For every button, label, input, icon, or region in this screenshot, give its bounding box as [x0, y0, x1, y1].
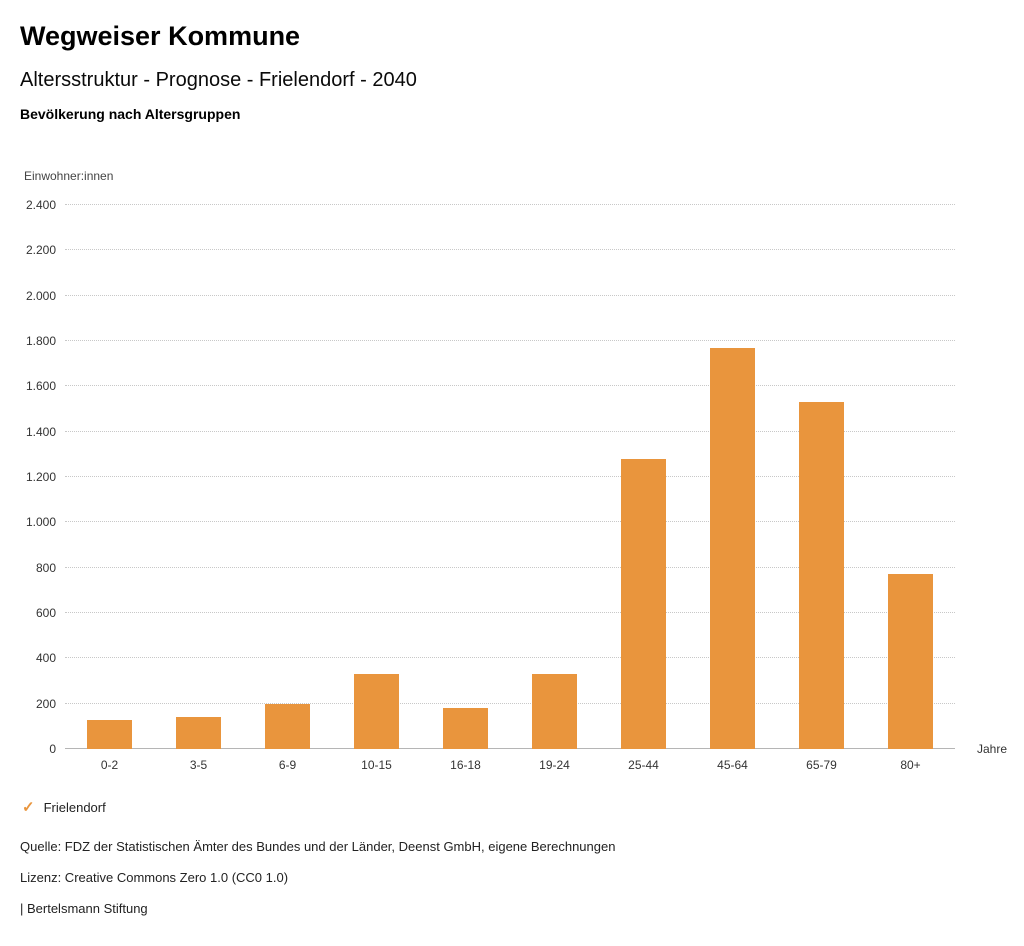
license-text: Lizenz: Creative Commons Zero 1.0 (CC0 1… — [20, 870, 289, 885]
bar-0-2[interactable] — [87, 719, 132, 749]
check-icon: ✓ — [22, 799, 35, 816]
gridline — [65, 430, 955, 432]
x-tick-label: 80+ — [900, 758, 921, 772]
bars-layer — [65, 205, 955, 749]
y-tick-label: 800 — [35, 560, 56, 575]
bar-10-15[interactable] — [354, 674, 399, 749]
bar-slot — [421, 205, 510, 749]
gridline — [65, 521, 955, 523]
bar-45-64[interactable] — [710, 347, 755, 749]
brand-title: Wegweiser Kommune — [20, 21, 301, 51]
x-tick-label: 10-15 — [361, 758, 392, 772]
gridline — [65, 340, 955, 341]
y-tick-label: 0 — [49, 742, 56, 756]
gridline — [65, 748, 955, 749]
gridline — [65, 476, 955, 477]
attribution-text: | Bertelsmann Stiftung — [20, 901, 148, 916]
x-tick-label: 3-5 — [189, 758, 208, 772]
y-tick-label: 2.000 — [25, 288, 56, 303]
bar-6-9[interactable] — [265, 703, 310, 749]
x-tick-label: 45-64 — [717, 758, 748, 772]
y-tick-label: 1.200 — [25, 470, 56, 484]
y-axis-title: Einwohner:innen — [24, 169, 114, 183]
bar-slot — [243, 205, 332, 749]
plot-area: Jahre 0 200 400 600 800 1.000 1.200 1.400 1.600 1… — [26, 198, 1007, 756]
y-tick-label: 200 — [35, 696, 56, 711]
gridline — [65, 566, 955, 568]
bar-3-5[interactable] — [176, 717, 221, 749]
y-tick-label: 1.800 — [25, 334, 56, 348]
gridline — [65, 702, 955, 704]
y-tick-label: 400 — [35, 651, 56, 666]
chart-subtitle: Bevölkerung nach Altersgruppen — [20, 106, 241, 122]
bar-slot — [332, 205, 421, 749]
bar-slot — [688, 205, 777, 749]
bar-slot — [65, 205, 154, 749]
bar-16-18[interactable] — [443, 708, 488, 749]
x-tick-label: 0-2 — [100, 758, 119, 772]
chart-title: Altersstruktur - Prognose - Frielendorf … — [20, 69, 417, 91]
bar-slot — [866, 205, 955, 749]
gridline — [65, 249, 955, 251]
y-tick-label: 2.400 — [25, 198, 56, 212]
x-tick-label: 6-9 — [278, 758, 297, 772]
legend[interactable]: ✓ Frielendorf — [22, 800, 1024, 815]
x-tick-label: 25-44 — [628, 758, 659, 772]
gridline — [65, 294, 955, 296]
bar-65-79[interactable] — [799, 402, 844, 749]
x-tick-label: 65-79 — [806, 758, 837, 772]
bar-slot — [777, 205, 866, 749]
gridline — [65, 204, 955, 205]
bar-80+[interactable] — [888, 574, 933, 749]
bar-slot — [154, 205, 243, 749]
legend-label: Frielendorf — [43, 800, 106, 815]
y-tick-label: 1.000 — [25, 515, 56, 530]
gridline — [65, 385, 955, 387]
bar-25-44[interactable] — [621, 458, 666, 749]
x-tick-label: 19-24 — [539, 758, 570, 772]
bar-slot — [510, 205, 599, 749]
gridline — [65, 657, 955, 659]
x-tick-label: 16-18 — [450, 758, 481, 772]
gridline — [65, 612, 955, 613]
y-tick-label: 1.600 — [25, 379, 56, 394]
source-text: Quelle: FDZ der Statistischen Ämter des … — [20, 839, 616, 854]
x-axis-title: Jahre — [976, 742, 1007, 756]
y-tick-label: 1.400 — [25, 424, 56, 439]
bar-slot — [599, 205, 688, 749]
header: Wegweiser Kommune Altersstruktur - Progn… — [0, 0, 1024, 123]
x-axis-labels: 0-2 3-5 6-9 10-15 16-18 19-24 25-44 45-64 65-79 8… — [65, 758, 955, 772]
y-tick-label: 600 — [35, 606, 56, 620]
y-tick-label: 2.200 — [25, 243, 56, 258]
bar-19-24[interactable] — [532, 674, 577, 749]
footer: Quelle: FDZ der Statistischen Ämter des … — [20, 839, 1024, 917]
